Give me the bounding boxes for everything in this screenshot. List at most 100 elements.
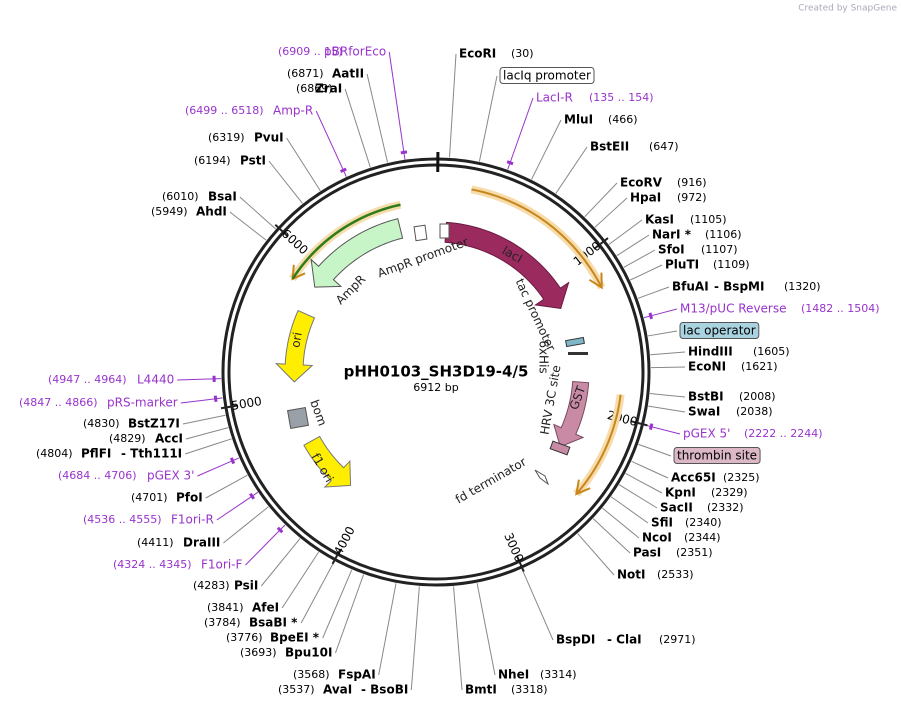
site-position: (4536 .. 4555) (83, 513, 162, 526)
site-label: BstBI (688, 390, 724, 404)
leader-line (521, 568, 554, 641)
site-label: ZraI (315, 82, 342, 96)
site-label: HindIII (688, 345, 733, 359)
site-position: (4324 .. 4345) (113, 558, 192, 571)
leader-line (478, 75, 498, 162)
ring-tick-label: 4000 (331, 524, 358, 558)
site-position: (6909 .. 15) (278, 45, 343, 58)
leader-line (531, 119, 562, 180)
site-position: (2351) (676, 546, 713, 559)
primer-label: L4440 (137, 373, 174, 387)
site-position: (2329) (711, 486, 748, 499)
site-position: (2533) (657, 568, 694, 581)
site-position: (2222 .. 2244) (744, 427, 823, 440)
site-position: (4830) (83, 417, 120, 430)
site-label: lacIq promoter (503, 69, 591, 83)
site-position: (647) (649, 140, 679, 153)
leader-line (643, 308, 678, 319)
ori-arrow (274, 309, 316, 383)
leader-line (334, 574, 365, 654)
leader-line (584, 182, 618, 218)
ring-tick (516, 555, 525, 572)
leader-line (344, 88, 371, 168)
site-position: (3314) (540, 668, 577, 681)
site-position: (1105) (690, 213, 727, 226)
plasmid-size: 6912 bp (413, 381, 458, 394)
site-position: (2038) (736, 405, 773, 418)
leader-line (378, 583, 397, 676)
site-label: EcoNI (688, 360, 726, 374)
leader-line (185, 427, 229, 440)
site-position: (3537) (278, 683, 315, 696)
site-label: MluI (564, 113, 593, 127)
leader-line (594, 197, 628, 228)
site-label: EcoRV (620, 176, 663, 190)
labels: pBRforEco(6909 .. 15) AatII (6871) ZraI(686… (19, 45, 880, 697)
leader-line (448, 53, 457, 158)
site-position: (2971) (659, 633, 696, 646)
leader-line (388, 51, 406, 160)
primer-mark (229, 457, 236, 465)
leader-line (644, 424, 681, 435)
ampr-promoter (413, 224, 428, 242)
site-position: (1605) (753, 345, 790, 358)
orf-line (471, 188, 603, 289)
feature-label: 6xHis (537, 340, 551, 373)
leader-line (229, 211, 267, 241)
site-label: BpeEI * (270, 631, 320, 645)
feature-label: fd terminator (453, 455, 529, 507)
plasmid-name: pHH0103_SH3D19-4/5 (344, 363, 529, 381)
laci-arrow (444, 221, 570, 309)
site-position: (972) (677, 191, 707, 204)
site-label: SfoI (658, 243, 685, 257)
site-label: SwaI (688, 405, 720, 419)
leader-line (625, 473, 663, 494)
fd-terminator-glyph (534, 469, 550, 486)
primer-label: Amp-R (273, 104, 313, 118)
leader-line (507, 97, 534, 170)
primer-mark (213, 395, 218, 403)
site-label: DraIII (183, 536, 220, 550)
site-label: BmtI (465, 683, 497, 697)
primer-mark (648, 423, 654, 431)
primer-label: pGEX 5' (683, 427, 730, 441)
ring-tick-label: 3000 (501, 531, 526, 565)
f1ori-arrow (303, 435, 352, 488)
site-position: (135 .. 154) (589, 91, 654, 104)
site-position: (3776) (226, 631, 263, 644)
site-position: (3784) (204, 616, 241, 629)
site-position: (4847 .. 4866) (19, 396, 98, 409)
leader-line (410, 586, 420, 691)
site-position: (5949) (151, 205, 188, 218)
site-position: (916) (677, 176, 707, 189)
leader-line (268, 160, 303, 204)
ring-tick (274, 223, 289, 237)
leader-line (650, 351, 686, 356)
primer-label: F1ori-R (171, 513, 214, 527)
leader-line (647, 330, 678, 337)
site-label: NheI (498, 668, 529, 682)
site-position: (2008) (739, 390, 776, 403)
site-position: (3318) (511, 683, 548, 696)
site-label: Acc65I (671, 471, 716, 485)
site-label: NarI * (652, 228, 692, 242)
ring-tick-label: 5000 (230, 394, 262, 413)
feature-box (679, 322, 760, 339)
primer-label: F1ori-F (201, 558, 242, 572)
site-label: PstI (240, 154, 266, 168)
site-label: EcoRI (459, 47, 496, 61)
leader-line (286, 137, 321, 192)
backbone-inner (227, 163, 645, 581)
site-position: (1106) (705, 228, 742, 241)
site-position: (6869) (296, 82, 333, 95)
site-position: (1320) (784, 280, 821, 293)
ampr-orf (291, 203, 401, 280)
site-position: (2344) (684, 531, 721, 544)
site-label: KpnI (665, 486, 696, 500)
leader-line (610, 496, 649, 524)
leader-line (216, 491, 259, 521)
bom-box (286, 406, 310, 430)
primer-mark (648, 312, 653, 320)
orf-head (588, 272, 603, 290)
site-position: (6194) (194, 154, 231, 167)
